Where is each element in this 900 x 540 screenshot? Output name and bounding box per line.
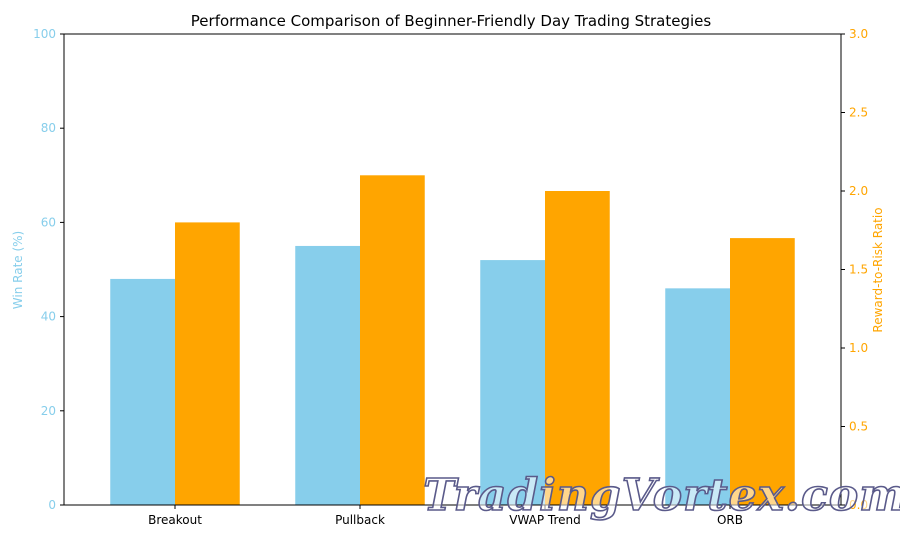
bar-win-rate-3	[665, 288, 730, 505]
x-tick-label: Breakout	[148, 513, 202, 527]
bar-win-rate-0	[110, 278, 175, 505]
right-tick-label: 1.5	[849, 263, 868, 277]
chart-title: Performance Comparison of Beginner-Frien…	[191, 12, 712, 30]
left-tick-label: 80	[41, 121, 56, 135]
x-tick-label: VWAP Trend	[509, 513, 581, 527]
right-axis: 0.0 0.5 1.0 1.5 2.0 2.5 3.0	[841, 27, 868, 512]
right-tick-label: 2.0	[849, 184, 868, 198]
bar-reward-risk-3	[730, 238, 795, 505]
bar-reward-risk-1	[360, 175, 425, 506]
right-tick-label: 0.5	[849, 420, 868, 434]
x-tick-label: Pullback	[335, 513, 385, 527]
left-tick-label: 60	[41, 215, 56, 229]
right-tick-label: 2.5	[849, 106, 868, 120]
x-axis: Breakout Pullback VWAP Trend ORB	[148, 505, 743, 527]
x-tick-label: ORB	[717, 513, 743, 527]
left-tick-label: 0	[48, 498, 56, 512]
plot-frame	[63, 33, 842, 506]
right-tick-label: 0.0	[849, 498, 868, 512]
bar-win-rate-2	[480, 260, 545, 505]
left-tick-label: 100	[33, 27, 56, 41]
right-tick-label: 1.0	[849, 341, 868, 355]
left-tick-label: 20	[41, 404, 56, 418]
bar-win-rate-1	[295, 245, 360, 505]
left-axis-label: Win Rate (%)	[11, 231, 25, 309]
bars-group	[110, 175, 795, 506]
bar-reward-risk-0	[175, 222, 240, 505]
left-axis: 0 20 40 60 80 100	[33, 27, 64, 512]
left-tick-label: 40	[41, 310, 56, 324]
bar-reward-risk-2	[545, 191, 610, 505]
right-tick-label: 3.0	[849, 27, 868, 41]
watermark-logo: TradingVortex.com	[423, 470, 900, 521]
right-axis-label: Reward-to-Risk Ratio	[871, 207, 885, 332]
